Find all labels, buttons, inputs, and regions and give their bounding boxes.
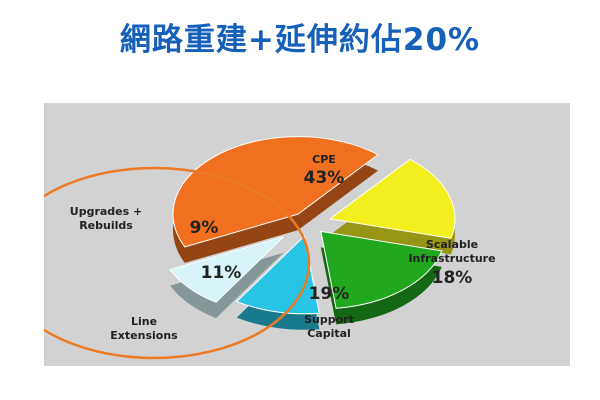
pie-slice-cpe <box>172 136 379 248</box>
pie-slice-upgrades-rebuilds <box>169 236 284 303</box>
slice-label-scalable-infrastructure: Infrastructure <box>408 252 495 265</box>
slice-value-support-capital: 19% <box>309 284 350 304</box>
slice-value-line-extensions: 11% <box>201 263 242 283</box>
pie-slice-line-extensions <box>235 235 320 315</box>
slice-label-support-capital: Capital <box>307 327 351 340</box>
slice-value-scalable-infrastructure: 18% <box>432 268 473 288</box>
slice-label-scalable-infrastructure: Scalable <box>426 238 478 251</box>
slice-label-upgrades-rebuilds: Rebuilds <box>79 219 133 232</box>
slice-label-support-capital: Support <box>304 313 354 326</box>
pie-chart-panel: CPE 43% Scalable Infrastructure 18% Support Ca… <box>44 103 570 366</box>
slice-label-line-extensions: Extensions <box>110 329 178 342</box>
slice-label-upgrades-rebuilds: Upgrades + <box>70 205 142 218</box>
pie-slice-support-capital <box>320 230 443 309</box>
highlight-ellipse <box>44 166 311 360</box>
slice-label-line-extensions: Line <box>131 315 157 328</box>
slice-label-cpe: CPE <box>312 153 336 166</box>
slice-value-upgrades-rebuilds: 9% <box>190 218 219 238</box>
pie-slice-scalable-infrastructure <box>328 158 456 239</box>
slice-value-cpe: 43% <box>304 168 345 188</box>
page-title: 網路重建+延伸約佔20% <box>119 22 481 58</box>
